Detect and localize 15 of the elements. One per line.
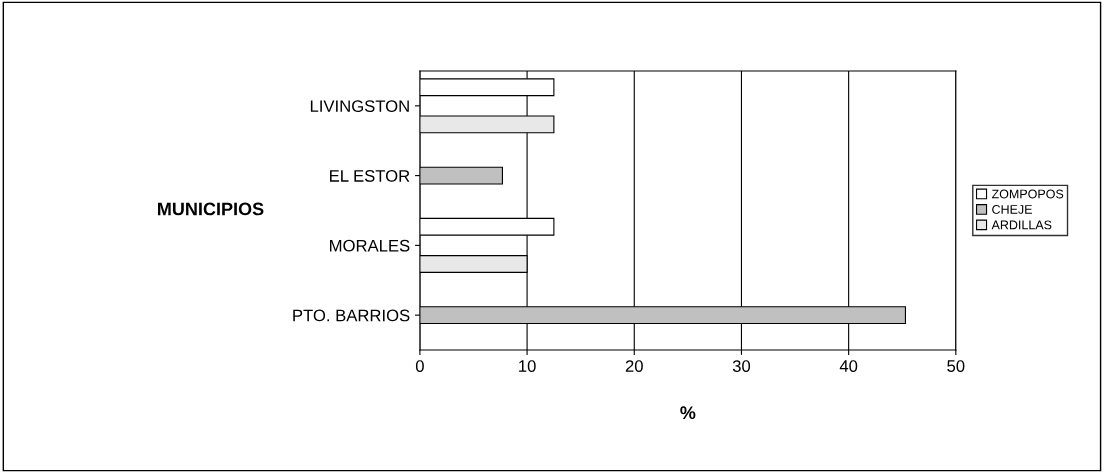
legend-label: CHEJE: [992, 205, 1032, 214]
x-tick-label: 10: [519, 360, 536, 372]
y-tick-label: PTO. BARRIOS: [293, 309, 410, 322]
y-tick-label: EL ESTOR: [330, 170, 410, 182]
legend-label: ARDILLAS: [991, 220, 1052, 230]
x-tick-label: 30: [732, 360, 751, 372]
x-tick-label: 40: [839, 360, 858, 372]
y-tick-label: MORALES: [330, 239, 410, 252]
x-tick-label: 50: [947, 360, 965, 372]
x-axis-title: %: [680, 406, 696, 420]
legend-label: ZOMPOPOS: [991, 189, 1064, 199]
y-tick-label: LIVINGSTON: [310, 100, 409, 113]
y-axis-title: MUNICIPIOS: [158, 202, 264, 216]
x-tick-label: 20: [625, 360, 643, 372]
x-tick-label: 0: [415, 360, 424, 372]
